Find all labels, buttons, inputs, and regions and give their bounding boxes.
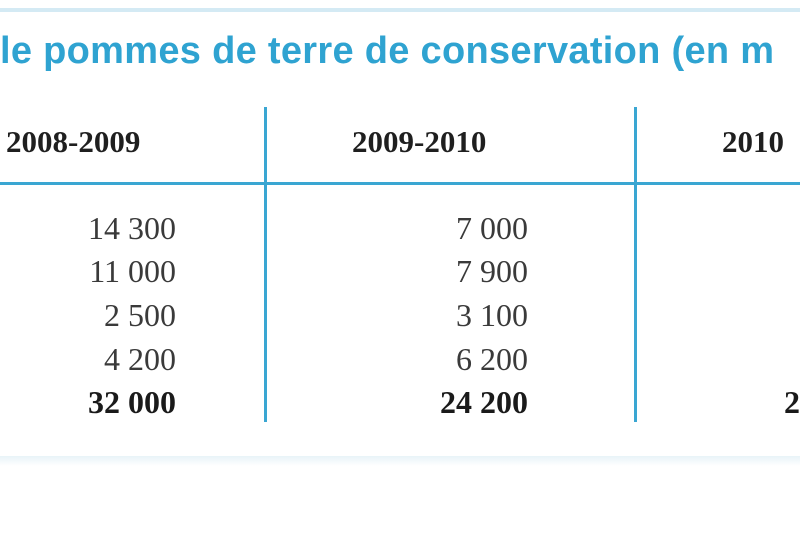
table-cell: 7 900: [456, 253, 528, 289]
total-cell: 2: [784, 384, 800, 420]
frame-shadow: [0, 456, 800, 466]
column-divider-2: [634, 107, 637, 422]
table-cell: 14 300: [88, 210, 176, 246]
header-divider: [0, 182, 800, 185]
column-header-2008-2009: 2008-2009: [6, 124, 141, 159]
table-frame: [0, 8, 800, 460]
table-title: le pommes de terre de conservation (en m: [0, 30, 775, 72]
table-cell: 6 200: [456, 341, 528, 377]
table-cell: 7 000: [456, 210, 528, 246]
column-divider-1: [264, 107, 267, 422]
column-header-2009-2010: 2009-2010: [352, 124, 487, 159]
table-cell: 4 200: [104, 341, 176, 377]
total-cell: 32 000: [88, 384, 176, 420]
table-cell: 3 100: [456, 297, 528, 333]
table-cell: 11 000: [89, 253, 176, 289]
column-header-2010: 2010: [722, 124, 784, 159]
table-cell: 2 500: [104, 297, 176, 333]
total-cell: 24 200: [440, 384, 528, 420]
